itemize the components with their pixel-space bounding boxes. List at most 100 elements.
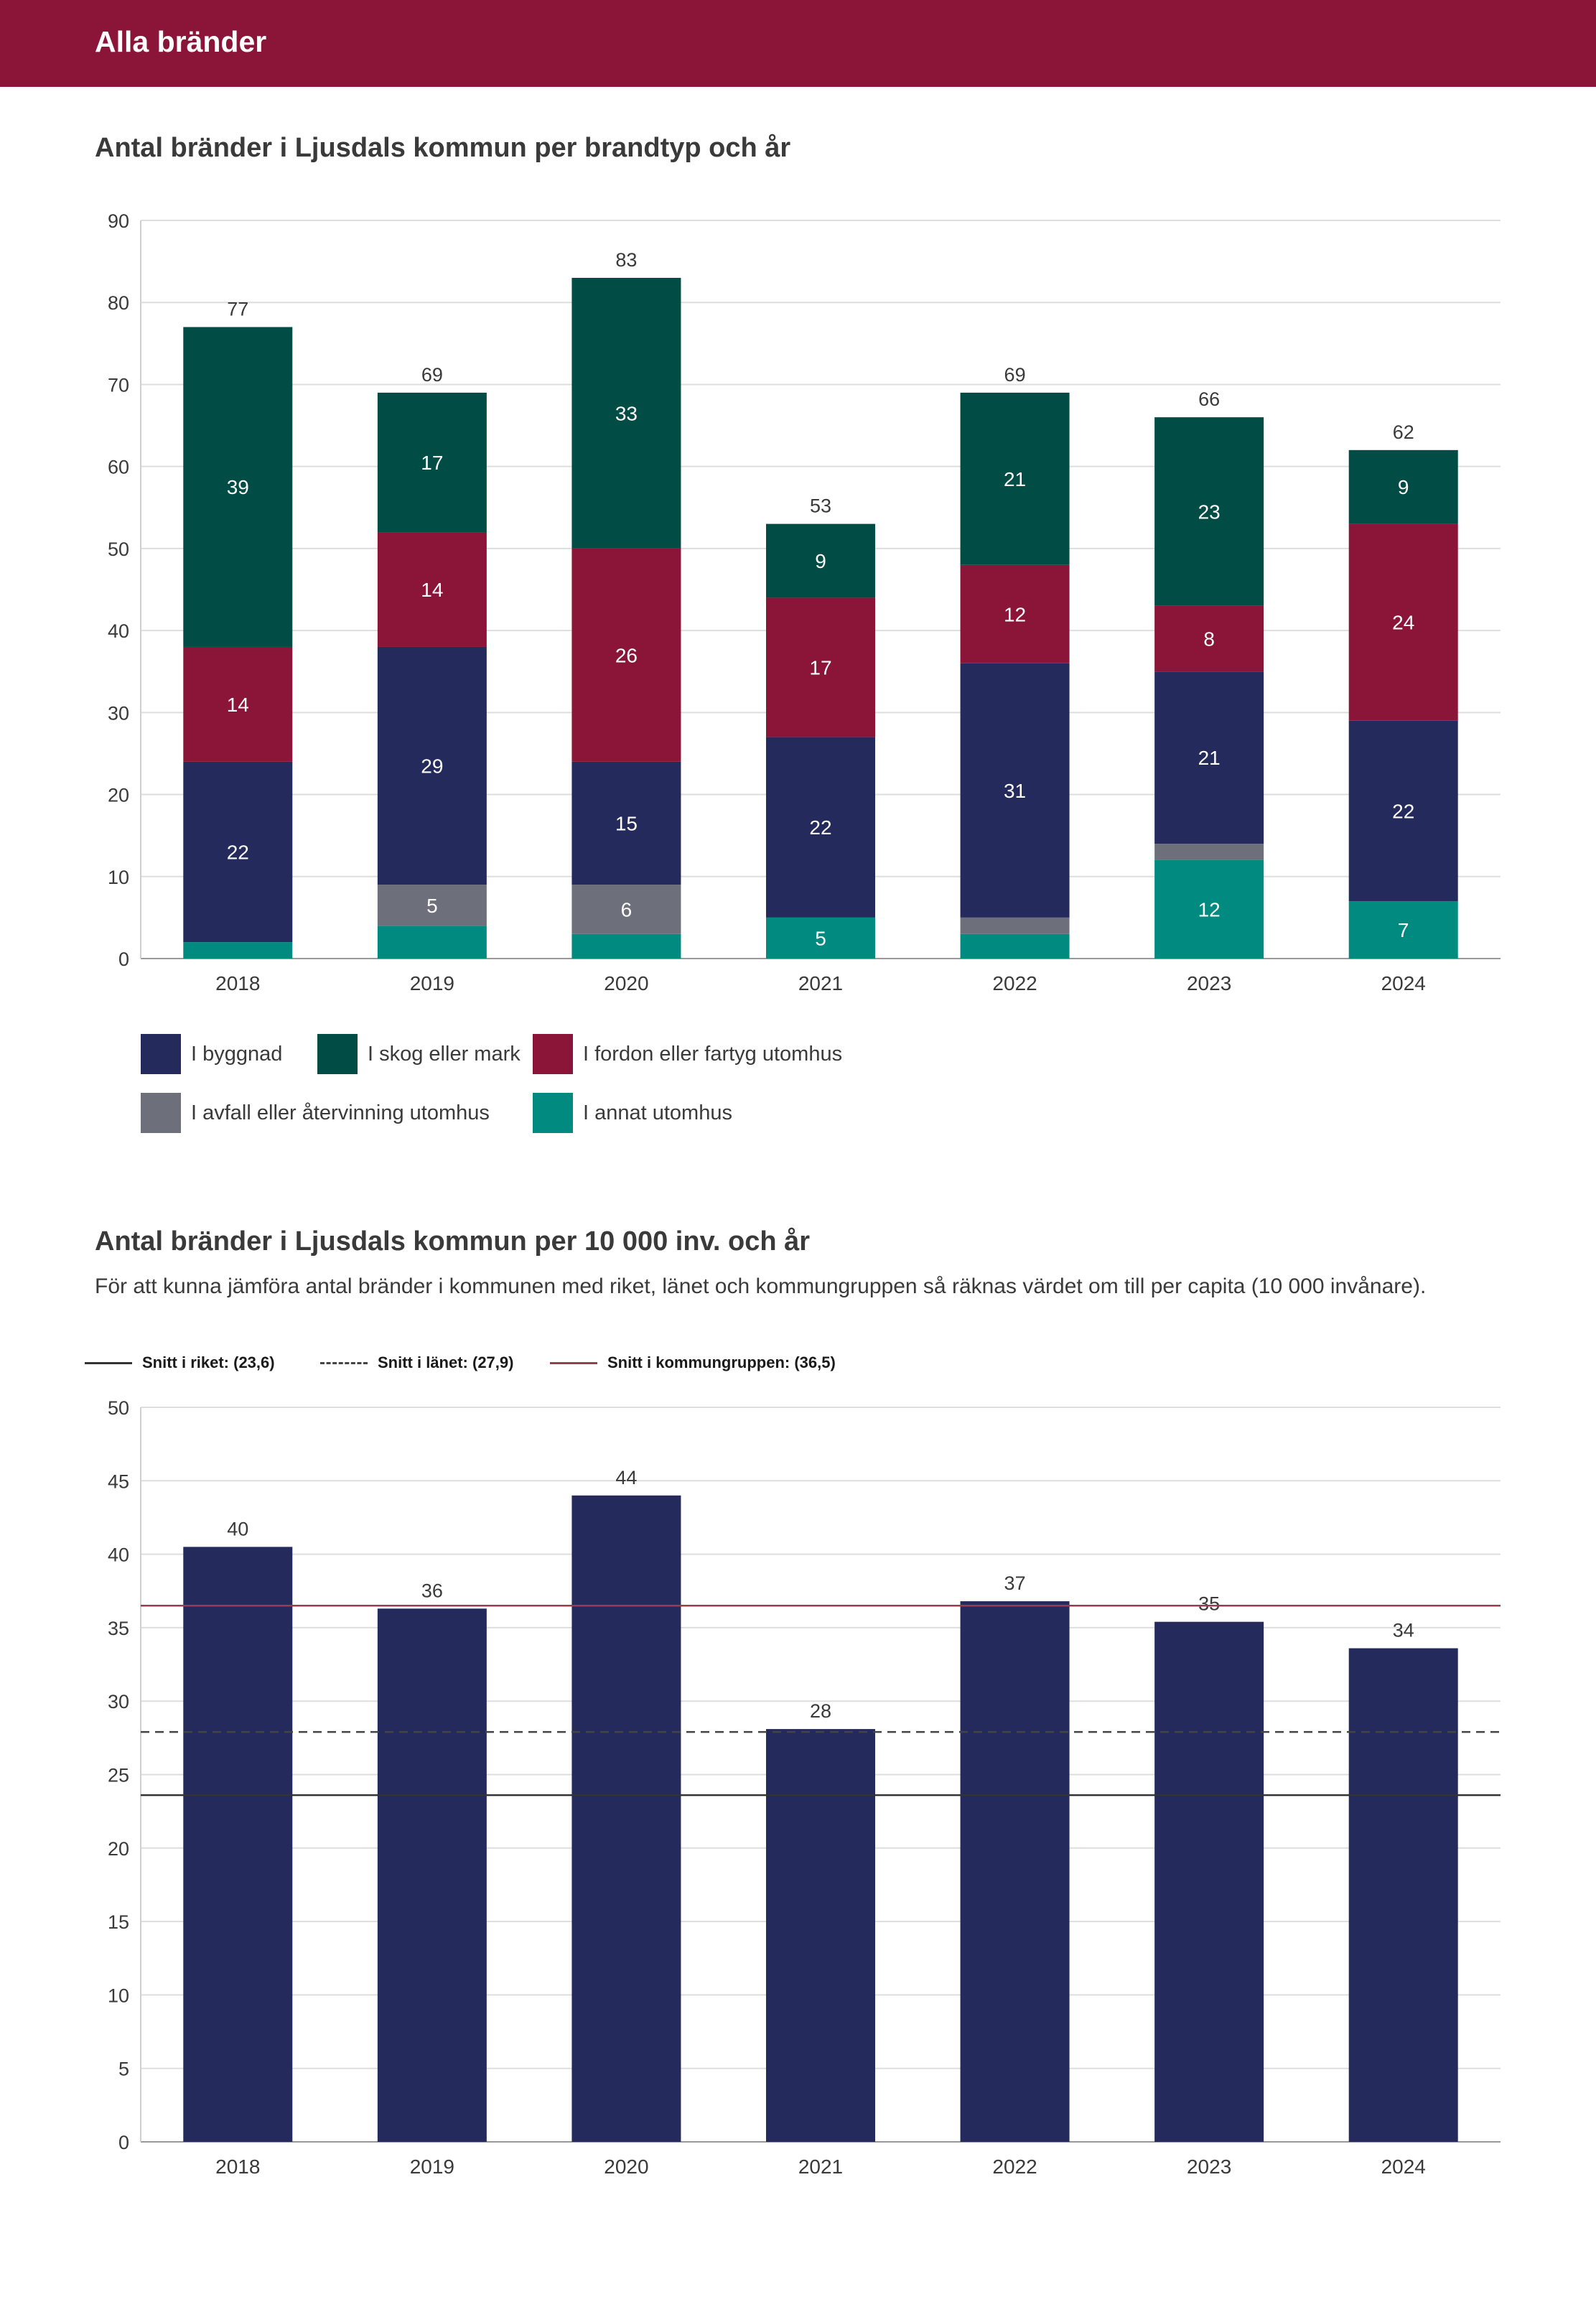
bar-segment bbox=[183, 327, 293, 647]
bar-total-label: 77 bbox=[227, 298, 248, 320]
legend-item: I skog eller mark bbox=[317, 1033, 521, 1076]
bar-segment bbox=[1154, 844, 1264, 860]
bar-segment bbox=[1154, 671, 1264, 844]
x-tick-label: 2024 bbox=[1381, 2155, 1426, 2178]
legend-swatch bbox=[533, 1093, 573, 1133]
segment-value-label: 9 bbox=[815, 550, 826, 572]
bar-segment bbox=[960, 663, 1070, 918]
legend-item: I byggnad bbox=[141, 1033, 282, 1076]
bar-segment bbox=[766, 917, 875, 959]
bar-segment bbox=[571, 761, 681, 885]
legend-label: I fordon eller fartyg utomhus bbox=[583, 1042, 843, 1066]
bar-segment bbox=[1154, 859, 1264, 959]
bar-segment bbox=[183, 646, 293, 762]
bar-segment bbox=[960, 933, 1070, 959]
bar-value-label: 28 bbox=[810, 1700, 831, 1722]
segment-value-label: 14 bbox=[227, 694, 249, 716]
y-tick-label: 30 bbox=[108, 702, 129, 724]
ref-legend-label: Snitt i länet: (27,9) bbox=[378, 1353, 514, 1371]
bar bbox=[960, 1601, 1070, 2142]
bar-total-label: 62 bbox=[1393, 421, 1414, 443]
bar-segment bbox=[377, 926, 487, 959]
x-tick-label: 2022 bbox=[992, 972, 1037, 994]
bar-segment bbox=[377, 885, 487, 926]
bar-segment bbox=[960, 392, 1070, 565]
bar-value-label: 44 bbox=[615, 1467, 637, 1488]
bar bbox=[766, 1729, 875, 2142]
bar-segment bbox=[960, 564, 1070, 663]
bar-segment bbox=[960, 917, 1070, 934]
segment-value-label: 24 bbox=[1392, 612, 1414, 634]
segment-value-label: 17 bbox=[421, 452, 443, 474]
segment-value-label: 22 bbox=[809, 816, 831, 839]
segment-value-label: 39 bbox=[227, 476, 249, 498]
ref-legend-label: Snitt i kommungruppen: (36,5) bbox=[607, 1353, 836, 1371]
bar-total-label: 53 bbox=[810, 495, 831, 517]
legend-label: I skog eller mark bbox=[368, 1042, 521, 1066]
bar-segment bbox=[1348, 523, 1458, 721]
per-capita-bar-chart: 0 5 10 15 20 25 30 35 40 45 50 40 2018 36 2019 44 2020 28… bbox=[108, 1397, 1501, 2178]
segment-value-label: 6 bbox=[621, 898, 633, 921]
segment-value-label: 21 bbox=[1198, 747, 1221, 769]
ref-legend-line bbox=[550, 1361, 597, 1364]
segment-value-label: 22 bbox=[227, 842, 249, 864]
segment-value-label: 14 bbox=[421, 579, 443, 601]
bar-segment bbox=[377, 646, 487, 885]
x-tick-label: 2024 bbox=[1381, 972, 1426, 994]
bar-total-label: 69 bbox=[1004, 364, 1026, 386]
x-tick-label: 2018 bbox=[215, 972, 260, 994]
segment-value-label: 17 bbox=[809, 657, 831, 679]
segment-value-label: 31 bbox=[1004, 780, 1026, 802]
bar-segment bbox=[377, 532, 487, 647]
ref-legend-item: Snitt i riket: (23,6) bbox=[85, 1348, 275, 1377]
legend-label: I byggnad bbox=[191, 1042, 283, 1066]
chart1-legend: I byggnad I skog eller mark I fordon eller… bbox=[141, 1033, 1002, 1155]
bar-value-label: 37 bbox=[1004, 1572, 1026, 1594]
ref-legend-line bbox=[320, 1361, 368, 1364]
y-tick-label: 50 bbox=[108, 539, 129, 560]
x-tick-label: 2019 bbox=[410, 2155, 454, 2178]
bar bbox=[1154, 1621, 1264, 2142]
ref-legend-label: Snitt i riket: (23,6) bbox=[142, 1353, 275, 1371]
bar-segment bbox=[766, 597, 875, 737]
y-tick-label: 10 bbox=[108, 867, 129, 888]
bar-segment bbox=[377, 392, 487, 533]
y-tick-label: 0 bbox=[118, 949, 129, 970]
y-tick-label: 50 bbox=[108, 1397, 129, 1419]
ref-legend-line bbox=[85, 1361, 132, 1364]
bar bbox=[1348, 1648, 1458, 2142]
bar-segment bbox=[571, 933, 681, 959]
chart1-title: Antal bränder i Ljusdals kommun per bran… bbox=[95, 133, 791, 163]
bar-segment bbox=[1348, 901, 1458, 959]
legend-item: I fordon eller fartyg utomhus bbox=[533, 1033, 842, 1076]
bar bbox=[571, 1495, 681, 2142]
ref-legend-item: Snitt i länet: (27,9) bbox=[320, 1348, 513, 1377]
segment-value-label: 5 bbox=[815, 927, 826, 949]
bar-segment bbox=[571, 885, 681, 934]
x-tick-label: 2019 bbox=[410, 972, 454, 994]
y-tick-label: 20 bbox=[108, 785, 129, 806]
y-tick-label: 40 bbox=[108, 1544, 129, 1566]
stacked-bar-chart: 0102030405060708090221439772018529141769… bbox=[108, 210, 1501, 994]
x-tick-label: 2020 bbox=[604, 2155, 648, 2178]
bar-value-label: 34 bbox=[1393, 1620, 1414, 1641]
segment-value-label: 12 bbox=[1198, 898, 1221, 921]
y-tick-label: 35 bbox=[108, 1618, 129, 1639]
chart2-title: Antal bränder i Ljusdals kommun per 10 0… bbox=[95, 1226, 811, 1257]
bar-segment bbox=[571, 548, 681, 762]
bar-segment bbox=[1348, 720, 1458, 902]
legend-swatch bbox=[317, 1034, 358, 1074]
bar bbox=[183, 1547, 293, 2142]
y-tick-label: 30 bbox=[108, 1691, 129, 1712]
bar-total-label: 69 bbox=[421, 364, 443, 386]
legend-swatch bbox=[533, 1034, 573, 1074]
segment-value-label: 22 bbox=[1392, 800, 1414, 822]
y-tick-label: 20 bbox=[108, 1838, 129, 1860]
bar-value-label: 40 bbox=[227, 1518, 248, 1539]
y-tick-label: 70 bbox=[108, 374, 129, 396]
bar-segment bbox=[571, 277, 681, 549]
bar-segment bbox=[183, 942, 293, 959]
bar bbox=[377, 1608, 487, 2142]
y-tick-label: 10 bbox=[108, 1985, 129, 2006]
legend-label: I avfall eller återvinning utomhus bbox=[191, 1101, 490, 1124]
